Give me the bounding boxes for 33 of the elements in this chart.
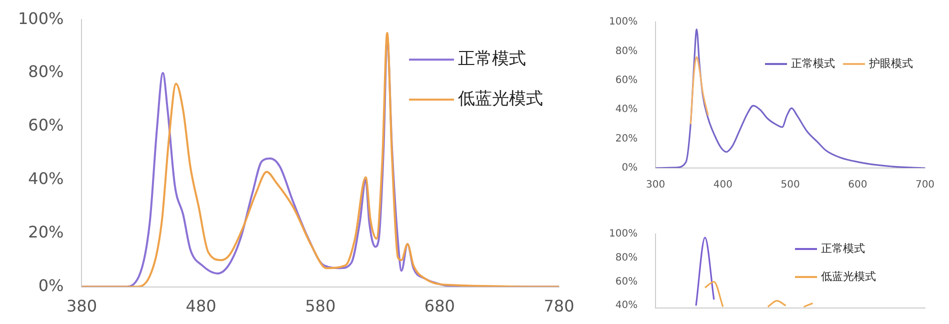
y-tick-label: 20% (615, 133, 638, 144)
y-tick-label: 20% (28, 222, 64, 242)
y-tick-label: 40% (615, 300, 638, 312)
legend-label: 低蓝光模式 (458, 89, 543, 110)
y-tick-label: 100% (608, 16, 638, 28)
y-tick-label: 0% (622, 162, 638, 174)
x-tick-label: 380 (66, 296, 98, 316)
y-tick-label: 40% (28, 169, 64, 188)
y-tick-label: 60% (615, 74, 638, 86)
legend-label: 正常模式 (821, 242, 865, 255)
legend-label: 低蓝光模式 (821, 270, 876, 283)
x-tick-label: 600 (848, 180, 868, 191)
y-tick-label: 100% (18, 8, 64, 28)
legend-label: 正常模式 (791, 56, 835, 70)
x-tick-label: 400 (713, 180, 732, 191)
x-tick-label: 580 (305, 296, 336, 316)
x-tick-label: 780 (544, 296, 574, 316)
y-tick-label: 60% (28, 116, 64, 135)
legend-label: 正常模式 (458, 49, 526, 70)
y-tick-label: 40% (615, 104, 638, 116)
x-tick-label: 700 (915, 180, 935, 191)
y-tick-label: 80% (615, 46, 638, 57)
x-tick-label: 480 (186, 296, 216, 316)
y-tick-label: 80% (28, 62, 64, 82)
legend-label: 护眼模式 (868, 56, 913, 70)
x-tick-label: 300 (646, 180, 666, 191)
y-tick-label: 100% (608, 228, 638, 240)
y-tick-label: 80% (615, 252, 638, 264)
y-tick-label: 60% (615, 276, 638, 288)
line-series (690, 56, 709, 125)
x-tick-label: 500 (780, 180, 800, 191)
y-tick-label: 0% (38, 276, 64, 295)
x-tick-label: 680 (424, 296, 455, 316)
